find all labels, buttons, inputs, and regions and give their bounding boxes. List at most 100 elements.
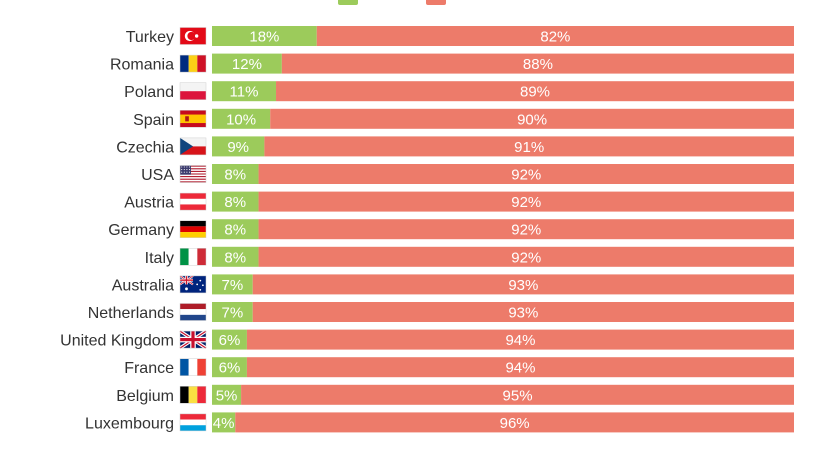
bar-segment-2 (258, 164, 794, 184)
bar-segment-2 (258, 246, 794, 267)
data-label: 11% (230, 84, 259, 101)
category-label: Australia (112, 277, 174, 294)
bar-segment-2 (252, 302, 795, 322)
category-label: USA (141, 167, 174, 184)
bar-segment-1 (212, 302, 253, 322)
bar-segment-1 (212, 329, 247, 350)
category-label: Romania (110, 57, 174, 74)
legend (338, 0, 446, 5)
row-romania: Romania 12% 88% (110, 53, 795, 74)
data-label: 12% (232, 56, 262, 73)
bar-segment-1 (212, 136, 265, 157)
data-label: 92% (511, 167, 541, 184)
data-label: 92% (511, 249, 541, 266)
data-label: 10% (226, 111, 256, 128)
flag-poland-icon (179, 82, 207, 100)
bar-segment-2 (241, 384, 795, 405)
data-label: 94% (505, 360, 535, 377)
data-label: 92% (511, 222, 541, 239)
bar-segment-1 (212, 164, 259, 184)
bar-segment-2 (281, 53, 795, 74)
data-label: 93% (508, 277, 538, 294)
data-label: 95% (503, 387, 533, 404)
row-australia: Australia 7% 93% (112, 274, 795, 295)
flag-germany-icon (179, 220, 207, 238)
bar-segment-2 (270, 108, 794, 129)
flag-belgium-icon (179, 386, 207, 404)
bar-segment-1 (212, 26, 317, 46)
data-label: 8% (224, 249, 246, 266)
bar-segment-1 (212, 108, 271, 129)
category-label: Netherlands (88, 305, 174, 322)
flag-italy-icon (179, 248, 207, 266)
row-austria: Austria 8% 92% (124, 191, 794, 212)
category-label: Luxembourg (85, 415, 174, 432)
data-label: 5% (216, 387, 238, 404)
bar-segment-1 (212, 384, 242, 405)
category-label: Poland (124, 84, 174, 101)
data-label: 18% (249, 29, 279, 46)
flag-united-kingdom-icon (179, 329, 207, 350)
category-label: Czechia (116, 139, 174, 156)
flag-netherlands-icon (179, 303, 207, 321)
flag-australia-icon (179, 275, 207, 294)
bar-segment-2 (258, 191, 794, 212)
flag-spain-icon (179, 110, 207, 128)
data-label: 82% (540, 29, 570, 46)
data-label: 7% (222, 277, 244, 294)
data-label: 93% (508, 305, 538, 322)
bar-segment-1 (212, 246, 259, 267)
bar-segment-2 (316, 26, 794, 46)
bar-segment-2 (276, 81, 794, 102)
data-label: 89% (520, 84, 550, 101)
data-label: 7% (222, 305, 244, 322)
row-czechia: Czechia 9% 91% (116, 136, 794, 157)
data-label: 90% (517, 111, 547, 128)
flag-austria-icon (179, 192, 207, 211)
category-label: United Kingdom (60, 333, 174, 350)
data-label: 9% (227, 139, 249, 156)
row-italy: Italy 8% 92% (145, 246, 794, 267)
flag-czechia-icon (179, 137, 207, 156)
row-poland: Poland 11% 89% (124, 81, 794, 102)
data-label: 91% (514, 139, 544, 156)
flag-luxembourg-icon (179, 413, 207, 432)
data-label: 94% (505, 332, 535, 349)
data-label: 6% (219, 332, 241, 349)
flag-turkey-icon (179, 27, 207, 45)
flag-france-icon (179, 358, 207, 376)
row-turkey: Turkey 18% 82% (126, 26, 794, 46)
chart-rows: Turkey 18% 82% Romania 12% 88% Poland 11% 89% Spa… (60, 26, 795, 433)
bar-segment-1 (212, 219, 259, 240)
flag-usa-icon (179, 165, 207, 183)
data-label: 88% (523, 56, 553, 73)
bar-segment-1 (212, 53, 282, 74)
row-netherlands: Netherlands 7% 93% (88, 302, 795, 322)
bar-segment-2 (235, 412, 794, 433)
bar-segment-1 (212, 274, 253, 295)
category-label: Spain (133, 112, 174, 129)
category-label: Austria (124, 195, 174, 212)
legend-swatch-2 (426, 0, 446, 5)
category-label: Belgium (116, 388, 174, 405)
category-label: Turkey (126, 29, 174, 46)
row-spain: Spain 10% 90% (133, 108, 794, 129)
bar-segment-1 (212, 191, 259, 212)
row-luxembourg: Luxembourg 4% 96% (85, 412, 794, 433)
category-label: Germany (108, 222, 174, 239)
data-label: 92% (511, 194, 541, 211)
row-belgium: Belgium 5% 95% (116, 384, 795, 405)
data-label: 8% (224, 222, 246, 239)
bar-segment-2 (264, 136, 794, 157)
bar-segment-1 (212, 357, 247, 378)
legend-swatch-1 (338, 0, 358, 5)
category-label: France (124, 360, 174, 377)
bar-segment-1 (212, 81, 277, 102)
data-label: 4% (213, 415, 235, 432)
row-france: France 6% 94% (124, 357, 795, 378)
data-label: 96% (500, 415, 530, 432)
bar-segment-2 (246, 329, 795, 350)
bar-segment-2 (246, 357, 795, 378)
flag-romania-icon (179, 54, 207, 73)
